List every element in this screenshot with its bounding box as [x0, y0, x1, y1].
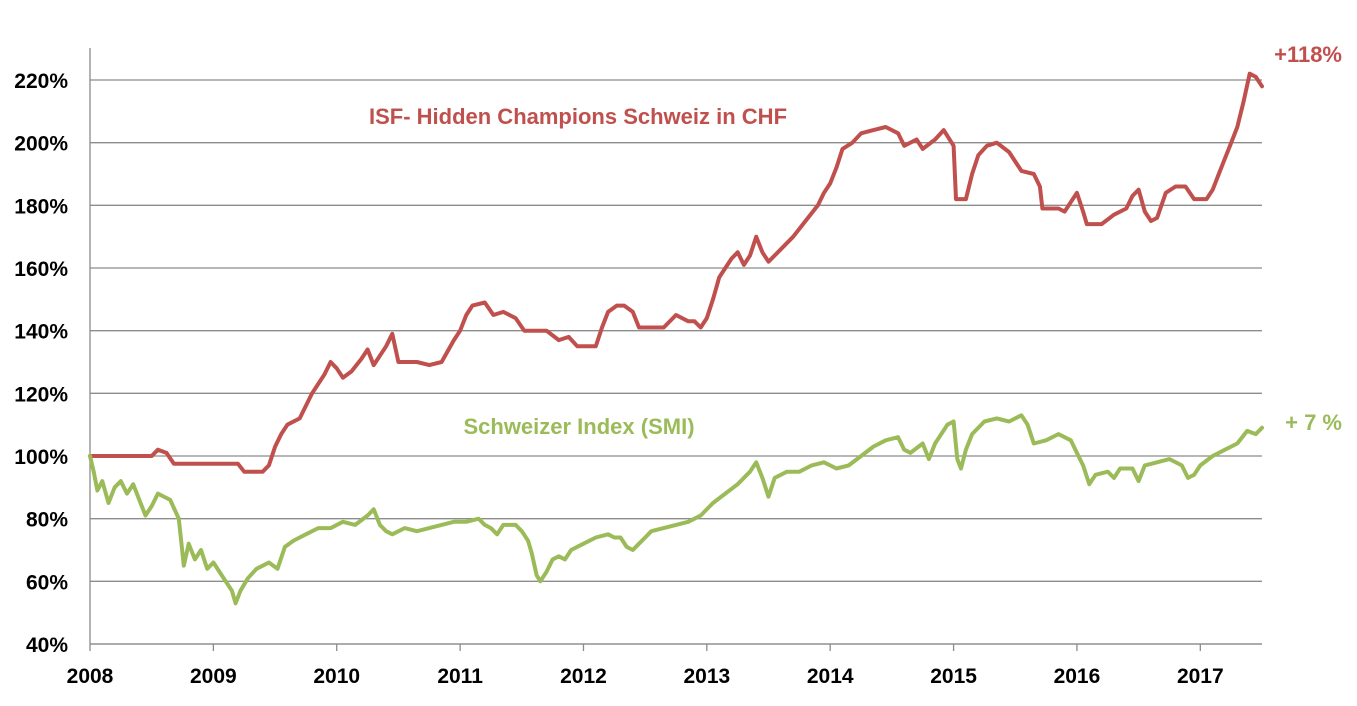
series-line-isf — [88, 71, 1264, 474]
x-tick-label: 2012 — [560, 665, 607, 688]
x-axis-ticks: 2008 2009 2010 2011 2012 2013 2014 2015 2016 2017 — [67, 644, 1224, 688]
y-tick-label: 220% — [14, 70, 68, 93]
series-line-smi — [88, 413, 1264, 606]
x-tick-label: 2016 — [1054, 665, 1101, 688]
x-tick-label: 2015 — [930, 665, 977, 688]
axes — [89, 48, 1262, 645]
y-axis-ticks: 40% 60% 80% 100% 120% 140% 160% 180% 200% 220% — [14, 70, 68, 657]
y-tick-label: 40% — [26, 634, 68, 657]
y-tick-label: 120% — [14, 383, 68, 406]
y-tick-label: 160% — [14, 258, 68, 281]
x-tick-label: 2017 — [1177, 665, 1224, 688]
y-tick-label: 140% — [14, 321, 68, 344]
y-tick-label: 200% — [14, 133, 68, 156]
x-tick-label: 2013 — [683, 665, 730, 688]
series-label-smi: Schweizer Index (SMI) — [463, 414, 694, 439]
y-tick-label: 80% — [26, 509, 68, 532]
x-tick-label: 2010 — [313, 665, 360, 688]
end-label-smi: + 7 % — [1285, 410, 1342, 435]
x-tick-label: 2014 — [807, 665, 854, 688]
x-tick-label: 2009 — [190, 665, 237, 688]
y-tick-label: 60% — [26, 571, 68, 594]
grid-lines — [90, 79, 1262, 645]
y-tick-label: 100% — [14, 446, 68, 469]
y-tick-label: 180% — [14, 195, 68, 218]
x-tick-label: 2008 — [67, 665, 114, 688]
x-tick-label: 2011 — [437, 665, 483, 688]
series-lines — [88, 71, 1264, 606]
end-label-isf: +118% — [1274, 42, 1342, 67]
series-label-isf: ISF- Hidden Champions Schweiz in CHF — [369, 104, 787, 129]
